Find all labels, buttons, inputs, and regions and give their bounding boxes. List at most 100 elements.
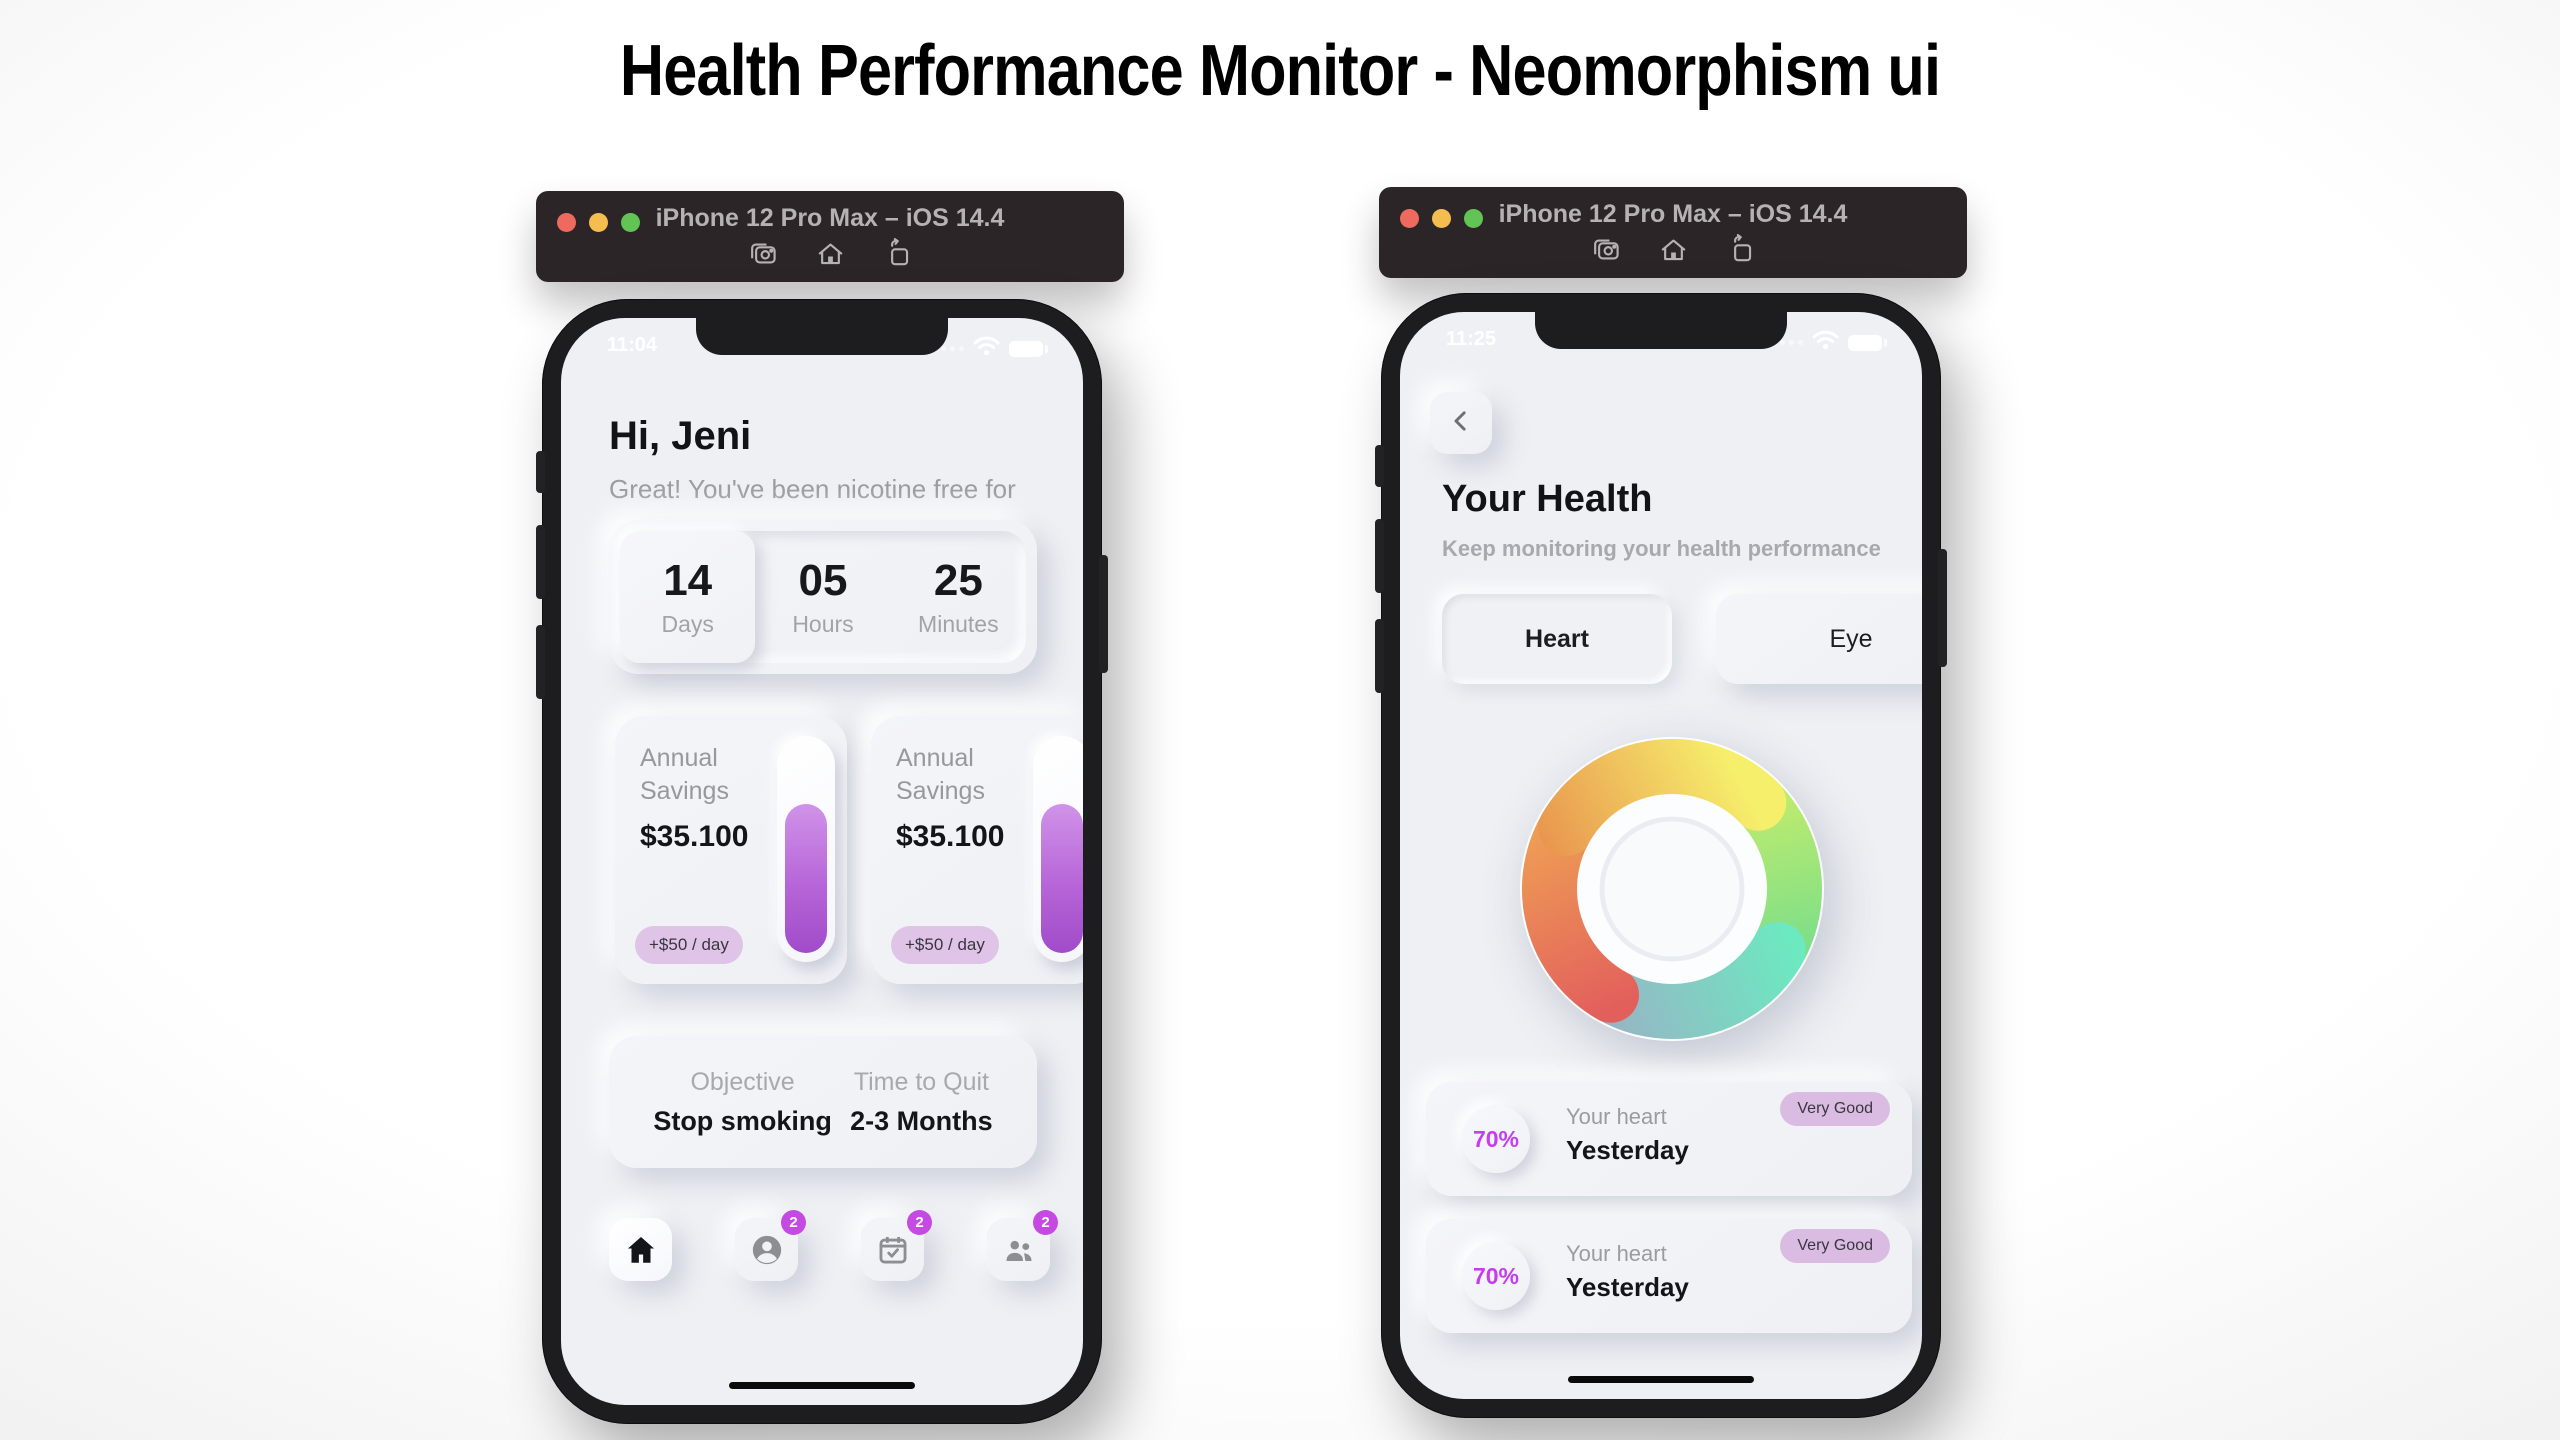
savings-progress-track <box>1033 736 1083 962</box>
savings-label: Annual Savings <box>896 744 985 805</box>
page-title: Health Performance Monitor - Neomorphism… <box>619 31 1941 111</box>
status-badge: Very Good <box>1780 1229 1890 1263</box>
counter-hours: 05 Hours <box>755 531 890 663</box>
simulator-window-bar-left: iPhone 12 Pro Max – iOS 14.4 <box>536 191 1124 282</box>
savings-amount: $35.100 <box>640 820 749 853</box>
window-traffic-lights <box>1400 209 1483 228</box>
battery-icon <box>1009 340 1048 357</box>
savings-progress-track <box>777 736 835 962</box>
health-ring-chart <box>1497 714 1847 1064</box>
status-badge: Very Good <box>1780 1092 1890 1126</box>
close-window-button[interactable] <box>557 213 576 232</box>
counter-days: 14 Days <box>620 531 756 663</box>
home-screen-icon[interactable] <box>1658 234 1689 265</box>
wifi-icon <box>973 336 1000 361</box>
back-button[interactable] <box>1430 392 1492 454</box>
simulator-window-title: iPhone 12 Pro Max – iOS 14.4 <box>655 204 1005 232</box>
phone-frame-left: 11:04 Hi, Jeni Great! You've been nicoti… <box>536 299 1108 1424</box>
nav-profile-button[interactable]: 2 <box>735 1210 806 1281</box>
heart-result-card-2[interactable]: 70% Your heart Yesterday Very Good <box>1426 1219 1912 1333</box>
notch <box>696 318 948 355</box>
ring-center-groove <box>1599 816 1745 962</box>
hours-value: 05 <box>798 556 848 605</box>
volume-down-button <box>536 625 545 699</box>
objective-summary-card: Objective Stop smoking Time to Quit 2-3 … <box>609 1036 1037 1168</box>
annual-savings-card-1[interactable]: Annual Savings $35.100 +$50 / day <box>615 716 847 984</box>
home-screen-icon[interactable] <box>815 238 846 269</box>
power-button <box>1938 549 1947 667</box>
window-traffic-lights <box>557 213 640 232</box>
mute-switch <box>536 451 545 493</box>
savings-rate-badge: +$50 / day <box>891 926 999 964</box>
days-label: Days <box>661 611 714 637</box>
notification-badge: 2 <box>781 1210 806 1235</box>
savings-amount: $35.100 <box>896 820 1005 853</box>
heart-card-title: Your heart <box>1566 1241 1667 1266</box>
battery-icon <box>1848 334 1887 351</box>
notch <box>1535 312 1787 349</box>
minutes-value: 25 <box>933 556 983 605</box>
wifi-icon <box>1812 330 1839 355</box>
rotate-device-icon[interactable] <box>1725 234 1756 265</box>
savings-progress-fill <box>1041 803 1083 953</box>
person-circle-icon <box>750 1233 784 1267</box>
zoom-window-button[interactable] <box>1464 209 1483 228</box>
nav-home-button[interactable] <box>609 1218 672 1281</box>
home-icon <box>624 1233 658 1267</box>
status-bar-icons <box>932 336 1048 361</box>
heart-percent-circle: 70% <box>1462 1242 1530 1310</box>
mute-switch <box>1375 445 1384 487</box>
notification-badge: 2 <box>907 1210 932 1235</box>
objective-value: Stop smoking <box>653 1105 832 1136</box>
heart-card-subtitle: Yesterday <box>1566 1272 1689 1302</box>
page-subheading: Keep monitoring your health performance <box>1442 536 1881 561</box>
hours-label: Hours <box>792 611 854 637</box>
tab-heart-label: Heart <box>1525 624 1589 653</box>
annual-savings-card-2[interactable]: Annual Savings $35.100 +$50 / day <box>871 716 1083 984</box>
screenshot-camera-icon[interactable] <box>748 238 779 269</box>
calendar-check-icon <box>876 1233 910 1267</box>
days-value: 14 <box>663 556 713 605</box>
volume-down-button <box>1375 619 1384 693</box>
simulator-window-bar-right: iPhone 12 Pro Max – iOS 14.4 <box>1379 187 1967 278</box>
heart-percent-circle: 70% <box>1462 1105 1530 1173</box>
home-indicator[interactable] <box>1568 1376 1754 1383</box>
notification-badge: 2 <box>1033 1210 1058 1235</box>
zoom-window-button[interactable] <box>621 213 640 232</box>
heart-result-card-1[interactable]: 70% Your heart Yesterday Very Good <box>1426 1082 1912 1196</box>
time-to-quit-label: Time to Quit <box>853 1067 989 1096</box>
status-bar-time: 11:04 <box>607 334 658 356</box>
minimize-window-button[interactable] <box>589 213 608 232</box>
savings-progress-fill <box>785 803 827 953</box>
objective-column: Objective Stop smoking <box>653 1068 832 1137</box>
status-bar-time: 11:25 <box>1446 328 1497 350</box>
tab-eye[interactable]: Eye <box>1716 594 1922 684</box>
nicotine-free-counter-card: 14 Days 05 Hours 25 Minutes <box>609 520 1037 674</box>
ring-segment-yellow <box>1538 738 1787 856</box>
screenshot-camera-icon[interactable] <box>1591 234 1622 265</box>
objective-label: Objective <box>690 1067 795 1096</box>
rotate-device-icon[interactable] <box>882 238 913 269</box>
minimize-window-button[interactable] <box>1432 209 1451 228</box>
nav-community-button[interactable]: 2 <box>987 1210 1058 1281</box>
heart-card-subtitle: Yesterday <box>1566 1135 1689 1165</box>
status-bar-icons <box>1771 330 1887 355</box>
tab-heart[interactable]: Heart <box>1442 594 1672 684</box>
simulator-window-title: iPhone 12 Pro Max – iOS 14.4 <box>1498 200 1848 228</box>
home-indicator[interactable] <box>729 1382 915 1389</box>
greeting-title: Hi, Jeni <box>609 414 752 458</box>
power-button <box>1099 555 1108 673</box>
savings-rate-badge: +$50 / day <box>635 926 743 964</box>
counter-panel: 14 Days 05 Hours 25 Minutes <box>620 531 1026 663</box>
time-to-quit-column: Time to Quit 2-3 Months <box>850 1068 993 1137</box>
nav-calendar-button[interactable]: 2 <box>861 1210 932 1281</box>
heart-card-title: Your heart <box>1566 1104 1667 1129</box>
time-to-quit-value: 2-3 Months <box>850 1105 993 1136</box>
volume-up-button <box>1375 519 1384 593</box>
page-heading: Your Health <box>1442 478 1653 520</box>
tab-eye-label: Eye <box>1829 624 1873 653</box>
close-window-button[interactable] <box>1400 209 1419 228</box>
phone-screen-home: 11:04 Hi, Jeni Great! You've been nicoti… <box>561 318 1083 1405</box>
volume-up-button <box>536 525 545 599</box>
people-icon <box>1002 1233 1036 1267</box>
